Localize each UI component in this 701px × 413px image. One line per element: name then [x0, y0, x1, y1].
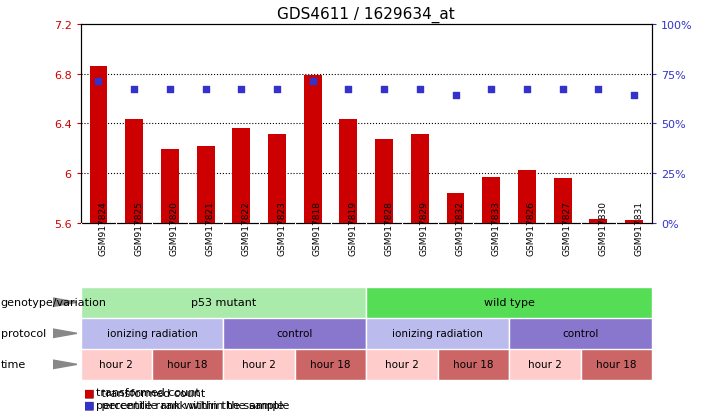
Bar	[232, 129, 250, 223]
Title: GDS4611 / 1629634_at: GDS4611 / 1629634_at	[278, 7, 455, 24]
Text: hour 18: hour 18	[311, 359, 350, 370]
Text: hour 2: hour 2	[100, 359, 133, 370]
Bar	[304, 76, 322, 223]
Bar	[447, 193, 465, 223]
Text: wild type: wild type	[484, 297, 535, 308]
Text: GSM917822: GSM917822	[241, 201, 250, 256]
Text: ■: ■	[84, 387, 95, 397]
Text: GSM917826: GSM917826	[527, 201, 536, 256]
Bar	[509, 349, 580, 380]
Polygon shape	[53, 329, 77, 338]
Bar	[90, 67, 107, 223]
Text: control: control	[562, 328, 599, 339]
Point	[343, 87, 354, 93]
Text: GSM917823: GSM917823	[277, 201, 286, 256]
Point	[557, 87, 569, 93]
Bar	[482, 177, 501, 223]
Text: genotype/variation: genotype/variation	[1, 297, 107, 308]
Bar	[125, 120, 143, 223]
Polygon shape	[53, 298, 77, 307]
Point	[486, 87, 497, 93]
Point	[93, 79, 104, 85]
Bar	[161, 150, 179, 223]
Bar	[366, 318, 509, 349]
Point	[414, 87, 426, 93]
Bar	[339, 120, 358, 223]
Bar	[152, 349, 224, 380]
Text: transformed count: transformed count	[96, 387, 200, 397]
Text: time: time	[1, 359, 26, 370]
Point	[128, 87, 139, 93]
Bar	[224, 318, 366, 349]
Point	[450, 93, 461, 100]
Point	[522, 87, 533, 93]
Text: hour 18: hour 18	[168, 359, 208, 370]
Bar	[411, 135, 429, 223]
Polygon shape	[53, 360, 77, 369]
Bar	[518, 171, 536, 223]
Text: GSM917825: GSM917825	[134, 201, 143, 256]
Text: GSM917833: GSM917833	[491, 201, 501, 256]
Text: hour 2: hour 2	[385, 359, 419, 370]
Point	[164, 87, 175, 93]
Text: ionizing radiation: ionizing radiation	[393, 328, 483, 339]
Text: ■  percentile rank within the sample: ■ percentile rank within the sample	[84, 400, 290, 410]
Bar	[554, 178, 571, 223]
Text: GSM917827: GSM917827	[563, 201, 571, 256]
Bar	[224, 349, 295, 380]
Bar	[366, 349, 437, 380]
Text: GSM917829: GSM917829	[420, 201, 429, 256]
Text: ionizing radiation: ionizing radiation	[107, 328, 198, 339]
Text: GSM917820: GSM917820	[170, 201, 179, 256]
Text: GSM917818: GSM917818	[313, 201, 322, 256]
Point	[307, 79, 318, 85]
Bar	[625, 221, 643, 223]
Text: ■: ■	[84, 400, 95, 410]
Text: hour 2: hour 2	[243, 359, 276, 370]
Point	[379, 87, 390, 93]
Text: GSM917830: GSM917830	[599, 201, 607, 256]
Point	[271, 87, 283, 93]
Point	[236, 87, 247, 93]
Text: hour 18: hour 18	[596, 359, 637, 370]
Text: hour 2: hour 2	[528, 359, 562, 370]
Bar	[197, 146, 215, 223]
Text: p53 mutant: p53 mutant	[191, 297, 256, 308]
Text: ■  transformed count: ■ transformed count	[84, 387, 205, 397]
Text: GSM917819: GSM917819	[348, 201, 358, 256]
Bar	[81, 318, 224, 349]
Text: protocol: protocol	[1, 328, 46, 339]
Text: GSM917824: GSM917824	[98, 201, 107, 256]
Text: control: control	[277, 328, 313, 339]
Bar	[366, 287, 652, 318]
Point	[629, 93, 640, 100]
Point	[200, 87, 211, 93]
Bar	[437, 349, 509, 380]
Text: GSM917832: GSM917832	[456, 201, 465, 256]
Bar	[268, 135, 286, 223]
Bar	[580, 349, 652, 380]
Text: hour 18: hour 18	[453, 359, 494, 370]
Bar	[590, 219, 607, 223]
Bar	[81, 349, 152, 380]
Bar	[375, 140, 393, 223]
Text: GSM917831: GSM917831	[634, 201, 643, 256]
Point	[593, 87, 604, 93]
Bar	[509, 318, 652, 349]
Bar	[295, 349, 366, 380]
Text: GSM917821: GSM917821	[205, 201, 215, 256]
Text: GSM917828: GSM917828	[384, 201, 393, 256]
Text: percentile rank within the sample: percentile rank within the sample	[96, 400, 284, 410]
Bar	[81, 287, 366, 318]
